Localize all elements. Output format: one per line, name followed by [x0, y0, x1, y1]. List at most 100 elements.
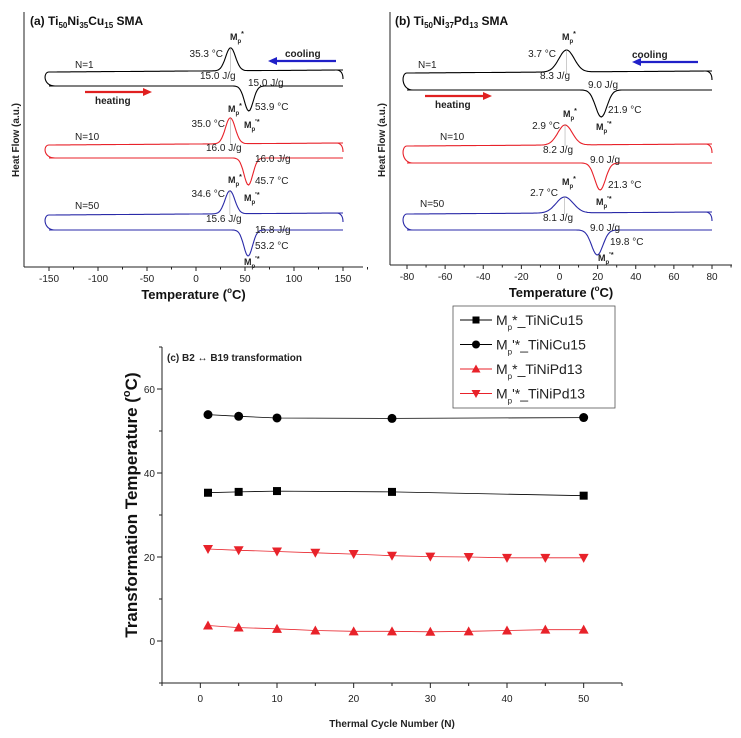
- transformation-temperature-panel: 0 10 20 30 40 50 0 20 40 60 Thermal Cycle Number (…: [121, 305, 623, 730]
- legend-main: M: [496, 361, 508, 377]
- triangle-down-marker: [502, 553, 512, 563]
- x-tick-label: 20: [592, 272, 604, 283]
- triangle-down-marker: [233, 546, 244, 556]
- series-line: [207, 625, 584, 633]
- heating-enthalpy: 15.0 J/g: [248, 78, 284, 89]
- triangle-up-marker: [348, 626, 359, 636]
- peak-label-main: M: [563, 109, 571, 119]
- cooling-peak-temp: 34.6 °C: [192, 189, 225, 200]
- title-part: 35: [79, 21, 88, 30]
- cooling-enthalpy: 15.6 J/g: [206, 214, 242, 225]
- text-span: C): [599, 285, 613, 300]
- peak-label-sup: *: [574, 108, 577, 115]
- cycle-label: N=1: [75, 60, 94, 71]
- peak-label-sub: p: [604, 204, 608, 210]
- peak-label-heating: Mp'*: [244, 119, 260, 133]
- triangle-down-marker: [578, 553, 589, 563]
- panel-title: (c) B2 ↔ B19 transformation: [167, 353, 302, 364]
- square-marker: [579, 491, 588, 500]
- triangle-up-marker: [463, 626, 474, 636]
- y-tick-label: 60: [144, 385, 156, 396]
- heating-peak-temp: 53.9 °C: [255, 102, 288, 113]
- title-part: (a) Ti: [30, 14, 58, 28]
- peak-label-sub: p: [570, 39, 574, 45]
- cooling-arrow-head-icon: [632, 58, 641, 66]
- square-marker: [388, 487, 396, 496]
- peak-label-sub: p: [604, 129, 608, 135]
- legend-sub: p: [508, 397, 513, 406]
- x-tick-label: 0: [193, 274, 199, 285]
- x-tick-label: 50: [239, 274, 251, 285]
- square-marker: [472, 316, 480, 324]
- title-part: Pd: [454, 14, 469, 28]
- legend-rest: *_TiNiPd13: [512, 361, 583, 377]
- dsc-panel-a: -150 -100 -50 0 50 100 150 Temperature (oC) Heat…: [11, 12, 368, 302]
- text-span: Transformation Temperature (: [122, 397, 141, 638]
- legend-main: M: [496, 337, 508, 353]
- title-part: SMA: [113, 14, 143, 28]
- peak-label-cooling: Mp*: [228, 103, 242, 117]
- cooling-enthalpy: 15.0 J/g: [200, 71, 236, 82]
- peak-label-main: M: [598, 253, 606, 263]
- circle-marker: [203, 410, 213, 420]
- y-axis-label: Transformation Temperature (oC): [121, 372, 141, 637]
- dsc-panel-b: -80 -60 -40 -20 0 20 40 60 80 Temperature (oC) Hea…: [377, 12, 732, 300]
- legend-sub: p: [508, 348, 513, 357]
- y-tick-label: 20: [144, 553, 156, 564]
- peak-label-sub: p: [252, 200, 256, 206]
- heating-label: heating: [435, 100, 471, 111]
- peak-label-sup: *: [239, 174, 242, 181]
- text-span: o: [121, 390, 133, 397]
- cooling-peak-temp: 3.7 °C: [528, 49, 556, 60]
- x-tick-label: 20: [348, 694, 360, 705]
- peak-label-cooling: Mp*: [562, 31, 576, 45]
- triangle-up-marker: [540, 624, 551, 634]
- peak-label-cooling: Mp*: [562, 176, 576, 190]
- peak-label-sub: p: [571, 116, 575, 122]
- peak-label-sup: *: [573, 31, 576, 38]
- text-span: Temperature (: [141, 287, 227, 302]
- y-axis-label: Heat Flow (a.u.): [11, 103, 22, 177]
- peak-label-sup: *: [573, 176, 576, 183]
- triangle-down-marker: [310, 548, 321, 558]
- title-part: SMA: [478, 14, 508, 28]
- peak-label-main: M: [596, 197, 604, 207]
- peak-label-main: M: [244, 120, 252, 130]
- x-tick-label: -50: [140, 274, 155, 285]
- x-tick-label: -80: [400, 272, 415, 283]
- y-axis-label: Heat Flow (a.u.): [377, 103, 388, 177]
- legend-rest: *_TiNiCu15: [512, 312, 583, 328]
- title-part: 15: [104, 21, 113, 30]
- text-span: Temperature (: [509, 285, 595, 300]
- peak-label-main: M: [562, 32, 570, 42]
- peak-label-main: M: [244, 193, 252, 203]
- x-axis-label: Temperature (oC): [509, 284, 613, 300]
- title-part: 50: [58, 21, 67, 30]
- circle-marker: [234, 411, 244, 421]
- legend-label: Mp'*_TiNiCu15: [496, 337, 586, 357]
- title-part: Ni: [67, 14, 79, 28]
- cooling-label: cooling: [632, 50, 668, 61]
- legend-item: Mp*_TiNiCu15: [460, 312, 583, 332]
- y-tick-label: 40: [144, 469, 156, 480]
- cooling-arrow-head-icon: [268, 57, 277, 65]
- peak-label-heating: Mp'*: [598, 252, 614, 266]
- triangle-down-marker: [471, 390, 481, 398]
- text-span: C): [122, 372, 141, 390]
- heating-enthalpy: 15.8 J/g: [255, 225, 291, 236]
- peak-label-sub: p: [252, 127, 256, 133]
- series-3: [203, 545, 589, 563]
- legend-item: Mp*_TiNiPd13: [460, 361, 583, 381]
- heating-enthalpy: 9.0 J/g: [590, 155, 620, 166]
- legend-rest: '*_TiNiPd13: [512, 386, 585, 402]
- cooling-peak-temp: 2.9 °C: [532, 121, 560, 132]
- legend-item: Mp'*_TiNiCu15: [460, 337, 586, 357]
- triangle-down-marker: [348, 550, 359, 560]
- x-tick-label: 40: [501, 694, 513, 705]
- triangle-down-marker: [387, 551, 397, 561]
- x-tick-label: 0: [198, 694, 204, 705]
- legend-sub: p: [508, 372, 513, 381]
- text-span: o: [227, 286, 232, 295]
